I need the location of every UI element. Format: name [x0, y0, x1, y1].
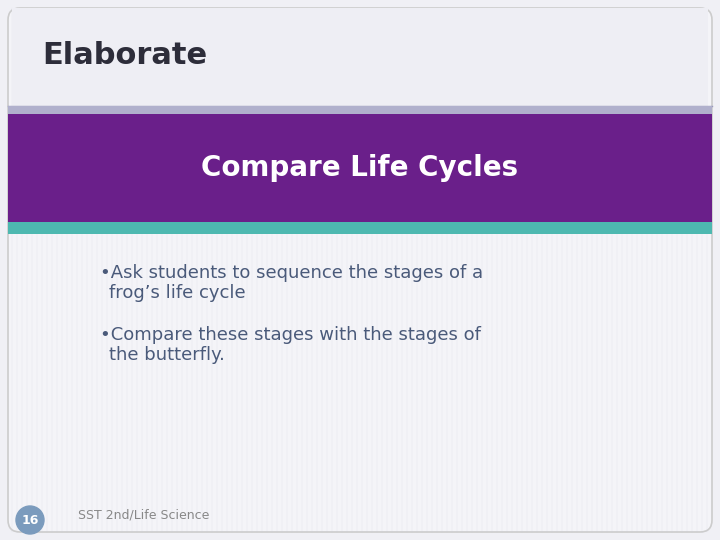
Text: 16: 16	[22, 514, 39, 526]
Text: Elaborate: Elaborate	[42, 40, 207, 70]
Text: Compare Life Cycles: Compare Life Cycles	[202, 154, 518, 182]
Circle shape	[16, 506, 44, 534]
Text: •Compare these stages with the stages of: •Compare these stages with the stages of	[100, 326, 481, 345]
Text: SST 2nd/Life Science: SST 2nd/Life Science	[78, 509, 210, 522]
Text: frog’s life cycle: frog’s life cycle	[109, 284, 246, 302]
Polygon shape	[8, 106, 712, 114]
Polygon shape	[8, 222, 712, 234]
FancyBboxPatch shape	[8, 8, 712, 532]
Polygon shape	[8, 114, 712, 222]
Text: •Ask students to sequence the stages of a: •Ask students to sequence the stages of …	[100, 264, 483, 282]
Text: the butterfly.: the butterfly.	[109, 347, 225, 364]
Polygon shape	[12, 8, 708, 106]
